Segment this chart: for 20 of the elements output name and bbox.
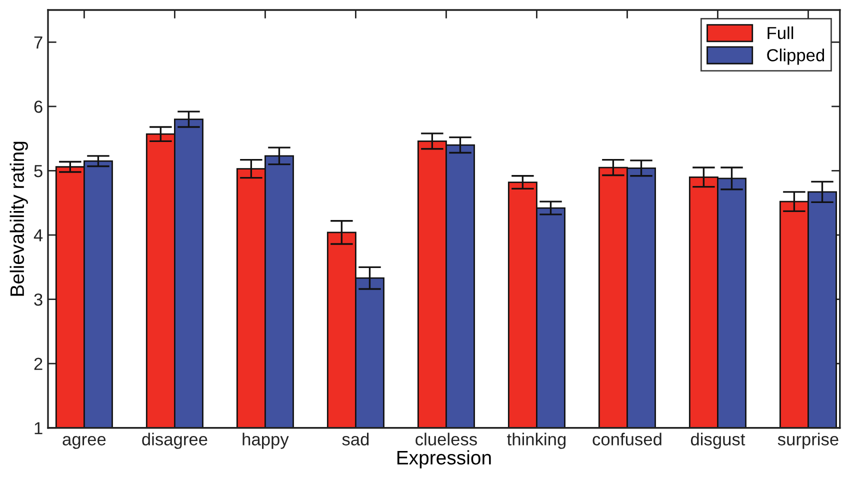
y-tick-label: 6	[34, 100, 42, 113]
x-tick-label: clueless	[416, 432, 477, 446]
y-axis-title: Believability rating	[10, 142, 28, 296]
y-tick-label: 7	[34, 36, 42, 48]
y-tick-label: 2	[34, 358, 42, 370]
x-tick-label: disgust	[690, 432, 746, 449]
x-axis-title: Expression	[397, 450, 491, 468]
x-tick-label: sad	[342, 432, 369, 446]
x-tick-label: disagree	[142, 432, 208, 449]
y-tick-label: 4	[34, 229, 43, 242]
y-tick-label: 3	[34, 293, 42, 306]
y-tick-label: 1	[34, 422, 42, 434]
x-tick-label: happy	[242, 432, 289, 449]
x-tick-label: thinking	[507, 432, 566, 449]
x-tick-label: confused	[592, 432, 662, 446]
y-tick-label: 5	[34, 165, 42, 178]
legend-label: Full	[768, 26, 794, 40]
legend-label: Clipped	[767, 48, 824, 65]
x-tick-label: agree	[62, 436, 106, 449]
x-tick-label: surprise	[778, 432, 838, 449]
